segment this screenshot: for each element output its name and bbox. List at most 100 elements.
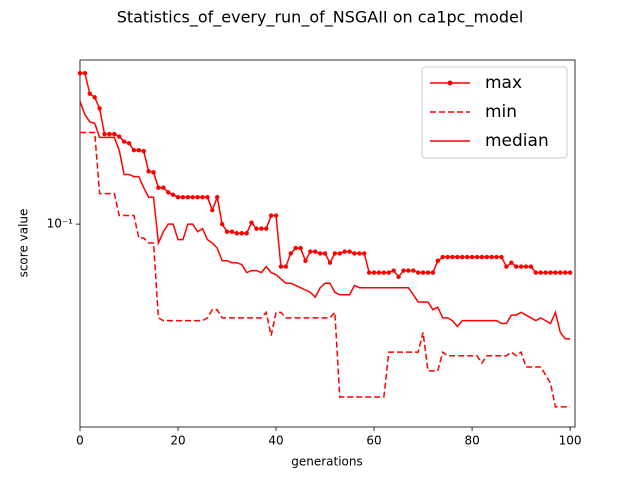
- data-point: [283, 264, 289, 269]
- data-point: [347, 249, 352, 254]
- data-point: [362, 251, 367, 256]
- data-point: [195, 195, 200, 200]
- data-point: [548, 270, 553, 275]
- data-point: [87, 91, 93, 96]
- data-point: [509, 260, 514, 265]
- legend-label: max: [485, 73, 522, 93]
- data-point: [121, 139, 127, 144]
- chart-title: Statistics_of_every_run_of_NSGAII on ca1…: [117, 8, 524, 28]
- data-point: [499, 254, 504, 260]
- data-point: [357, 251, 362, 256]
- data-point: [249, 220, 254, 225]
- data-point: [102, 131, 107, 137]
- data-point: [445, 254, 450, 260]
- data-point: [278, 264, 284, 269]
- data-point: [538, 270, 543, 275]
- data-point: [543, 270, 548, 275]
- data-point: [180, 195, 186, 200]
- data-point: [126, 141, 132, 146]
- data-point: [513, 264, 519, 269]
- data-point: [298, 245, 303, 251]
- series-line: [80, 131, 571, 408]
- data-point: [352, 251, 357, 256]
- x-tick-label: 20: [170, 434, 185, 448]
- data-point: [406, 268, 411, 273]
- data-point: [264, 226, 269, 231]
- data-point: [391, 268, 396, 273]
- data-point: [107, 131, 112, 137]
- data-point: [117, 134, 122, 139]
- data-point: [455, 254, 460, 260]
- data-point: [562, 270, 568, 275]
- data-point: [401, 268, 406, 273]
- data-point: [376, 270, 382, 275]
- x-axis-label: generations: [291, 455, 363, 469]
- data-point: [308, 249, 313, 254]
- data-point: [332, 251, 338, 256]
- data-point: [112, 131, 117, 137]
- data-point: [342, 249, 347, 254]
- data-point: [366, 270, 372, 275]
- data-point: [322, 251, 328, 256]
- data-point: [185, 195, 191, 200]
- data-point: [533, 270, 538, 275]
- data-point: [313, 249, 318, 254]
- data-point: [219, 221, 225, 227]
- data-point: [460, 254, 465, 260]
- data-point: [146, 169, 151, 174]
- data-point: [175, 195, 181, 200]
- data-point: [327, 260, 333, 265]
- data-point: [288, 251, 293, 256]
- y-axis-label: score value: [17, 209, 31, 278]
- x-tick-label: 0: [76, 434, 84, 448]
- data-point: [381, 270, 387, 275]
- legend-label: min: [485, 102, 517, 122]
- data-point: [254, 226, 259, 231]
- data-point: [293, 245, 298, 251]
- data-point: [317, 251, 323, 256]
- data-point: [474, 254, 480, 260]
- data-point: [234, 231, 240, 236]
- data-point: [425, 270, 431, 275]
- data-point: [440, 254, 445, 260]
- data-point: [415, 270, 421, 275]
- data-point: [494, 254, 499, 260]
- data-point: [77, 70, 83, 76]
- data-point: [97, 106, 102, 111]
- legend-marker: [447, 80, 453, 86]
- x-tick-label: 40: [268, 434, 283, 448]
- data-point: [161, 185, 166, 190]
- data-point: [386, 270, 391, 275]
- data-point: [567, 270, 573, 275]
- data-point: [239, 231, 244, 236]
- data-point: [156, 185, 161, 190]
- data-point: [337, 251, 342, 256]
- x-tick-label: 60: [366, 434, 381, 448]
- data-point: [518, 264, 524, 269]
- data-point: [273, 213, 279, 218]
- legend-box: [421, 66, 568, 159]
- data-point: [303, 258, 308, 264]
- data-point: [479, 254, 485, 260]
- data-point: [151, 170, 156, 175]
- legend-label: median: [485, 131, 549, 151]
- data-point: [92, 95, 97, 100]
- data-point: [371, 270, 377, 275]
- data-point: [489, 254, 494, 260]
- data-point: [141, 148, 146, 154]
- data-point: [420, 270, 426, 275]
- data-point: [170, 192, 176, 197]
- data-point: [229, 229, 235, 234]
- data-point: [553, 270, 558, 275]
- data-point: [411, 268, 416, 273]
- data-point: [166, 190, 171, 195]
- data-point: [464, 254, 470, 260]
- data-point: [435, 258, 440, 264]
- data-point: [523, 264, 529, 269]
- data-point: [268, 213, 274, 218]
- y-tick-label: 10⁻¹: [47, 217, 74, 231]
- x-tick-label: 80: [464, 434, 479, 448]
- data-point: [450, 254, 455, 260]
